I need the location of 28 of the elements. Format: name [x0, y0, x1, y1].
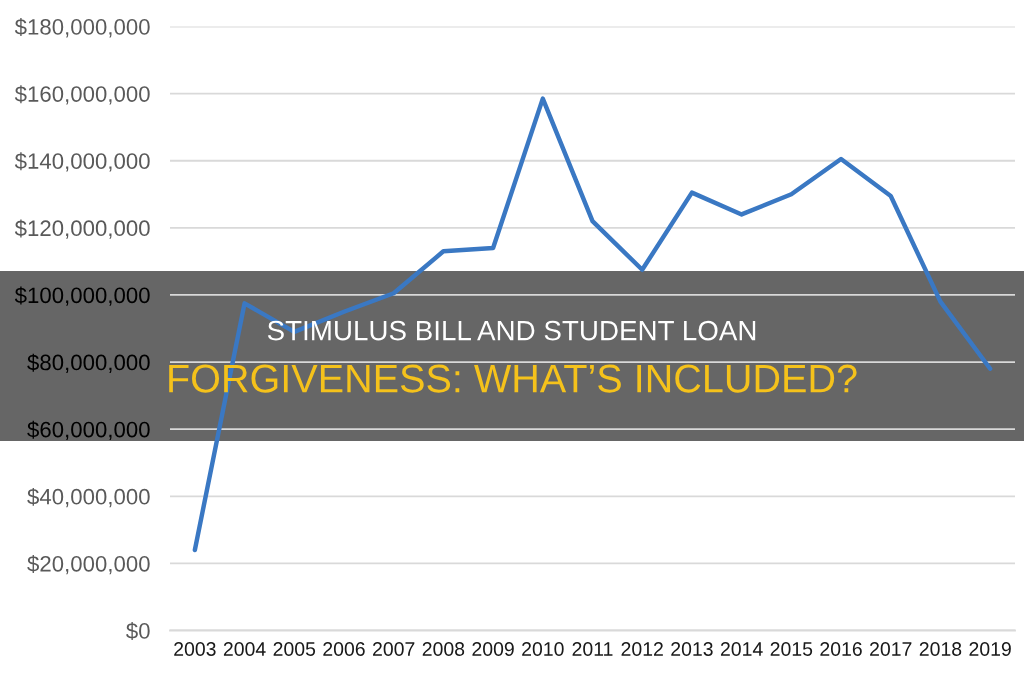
y-tick-label: $0 [126, 622, 150, 641]
y-tick-label: $140,000,000 [14, 152, 150, 172]
x-tick-label: 2010 [522, 642, 564, 656]
y-tick-label: $40,000,000 [27, 487, 150, 508]
x-tick-label: 2009 [472, 642, 514, 656]
x-tick-label: 2016 [820, 642, 862, 656]
x-tick-label: 2019 [969, 642, 1011, 656]
y-tick-label: $100,000,000 [14, 286, 150, 306]
y-tick-label: $80,000,000 [27, 353, 150, 373]
y-tick-label: $180,000,000 [14, 18, 150, 38]
x-tick-label: 2005 [273, 642, 316, 656]
x-tick-label: 2004 [223, 642, 266, 656]
x-tick-label: 2014 [720, 642, 763, 656]
y-tick-label: $160,000,000 [14, 85, 150, 105]
x-tick-label: 2006 [323, 642, 365, 656]
x-tick-label: 2018 [919, 642, 962, 656]
x-tick-label: 2017 [870, 642, 912, 656]
x-tick-label: 2003 [174, 642, 216, 656]
x-tick-label: 2012 [621, 642, 663, 656]
y-tick-label: $60,000,000 [27, 420, 150, 441]
x-tick-label: 2008 [422, 642, 465, 656]
text: STIMULUS BILL AND STUDENT LOAN [267, 320, 756, 341]
x-tick-label: 2013 [671, 642, 713, 656]
y-tick-label: $120,000,000 [14, 219, 150, 239]
x-tick-label: 2015 [770, 642, 813, 656]
y-tick-label: $20,000,000 [27, 554, 150, 575]
x-tick-label: 2007 [373, 642, 415, 656]
x-tick-label: 2011 [572, 642, 613, 656]
